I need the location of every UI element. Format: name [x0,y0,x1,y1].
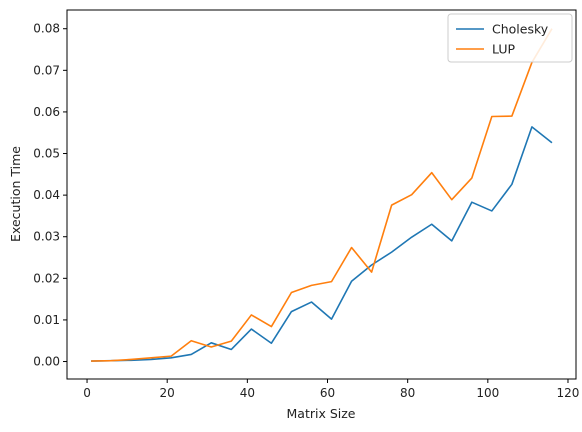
x-axis: 0 20 40 60 80 100 120 [83,379,579,400]
y-tick-label: 0.06 [33,105,60,119]
x-tick-label: 40 [240,386,255,400]
legend-label-cholesky: Cholesky [492,22,549,37]
x-tick-label: 0 [83,386,91,400]
y-tick-label: 0.03 [33,230,60,244]
series-line-cholesky [91,126,553,362]
y-tick-label: 0.00 [33,355,60,369]
y-tick-label: 0.07 [33,63,60,77]
y-tick-label: 0.01 [33,313,60,327]
x-tick-label: 80 [400,386,415,400]
plot-area [66,9,577,380]
legend-box [447,13,573,63]
series-line-lup [91,28,553,362]
x-axis-label: Matrix Size [287,406,356,421]
x-tick-label: 20 [160,386,175,400]
y-tick-label: 0.04 [33,188,60,202]
x-tick-label: 120 [557,386,580,400]
y-tick-label: 0.08 [33,22,60,36]
y-axis-label: Execution Time [8,146,23,242]
x-tick-label: 60 [320,386,335,400]
y-tick-label: 0.05 [33,147,60,161]
legend-label-lup: LUP [492,42,515,57]
series-lines [91,28,553,362]
y-axis: 0.00 0.01 0.02 0.03 0.04 0.05 0.06 0.07 0.08 [33,22,67,369]
x-tick-label: 100 [476,386,499,400]
y-tick-label: 0.02 [33,271,60,285]
legend: Cholesky LUP [447,13,573,63]
